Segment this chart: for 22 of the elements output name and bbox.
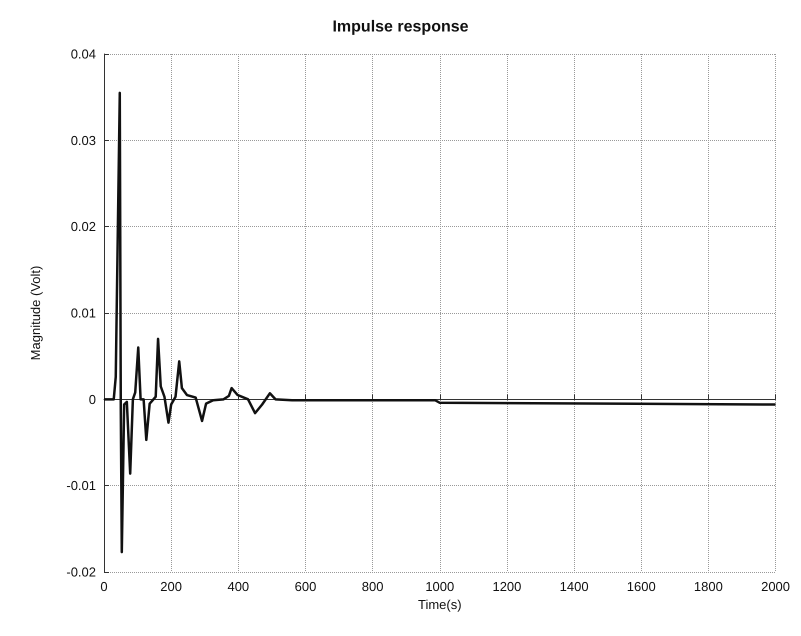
y-tick-label: -0.01 <box>66 478 96 494</box>
x-tick-label: 1400 <box>560 579 589 594</box>
y-tick-label: 0.01 <box>70 306 96 320</box>
x-axis-title: Time(s) <box>418 596 462 612</box>
line-series <box>102 92 777 554</box>
y-tick-label: 0.04 <box>70 46 96 62</box>
x-tick-label: 200 <box>160 579 182 594</box>
x-tick-label: 2000 <box>761 579 790 594</box>
y-tick-label: -0.02 <box>66 564 96 580</box>
y-tick-label: 0.03 <box>70 132 96 148</box>
y-tick-label: 0 <box>88 392 96 407</box>
x-tick-label: 1200 <box>492 579 522 594</box>
x-tick-label: 400 <box>227 579 250 594</box>
x-tick-label: 800 <box>362 579 384 594</box>
x-tick-label: 600 <box>294 579 316 594</box>
x-tick-label: 1800 <box>694 579 723 594</box>
x-tick-label: 1000 <box>425 579 454 594</box>
y-tick-label: 0.02 <box>70 219 96 234</box>
x-tick-label: 0 <box>100 579 108 594</box>
y-axis-title: Magnitude (Volt) <box>28 266 43 360</box>
x-tick-label: 1600 <box>626 579 656 594</box>
chart-title: Impulse response <box>332 18 469 36</box>
